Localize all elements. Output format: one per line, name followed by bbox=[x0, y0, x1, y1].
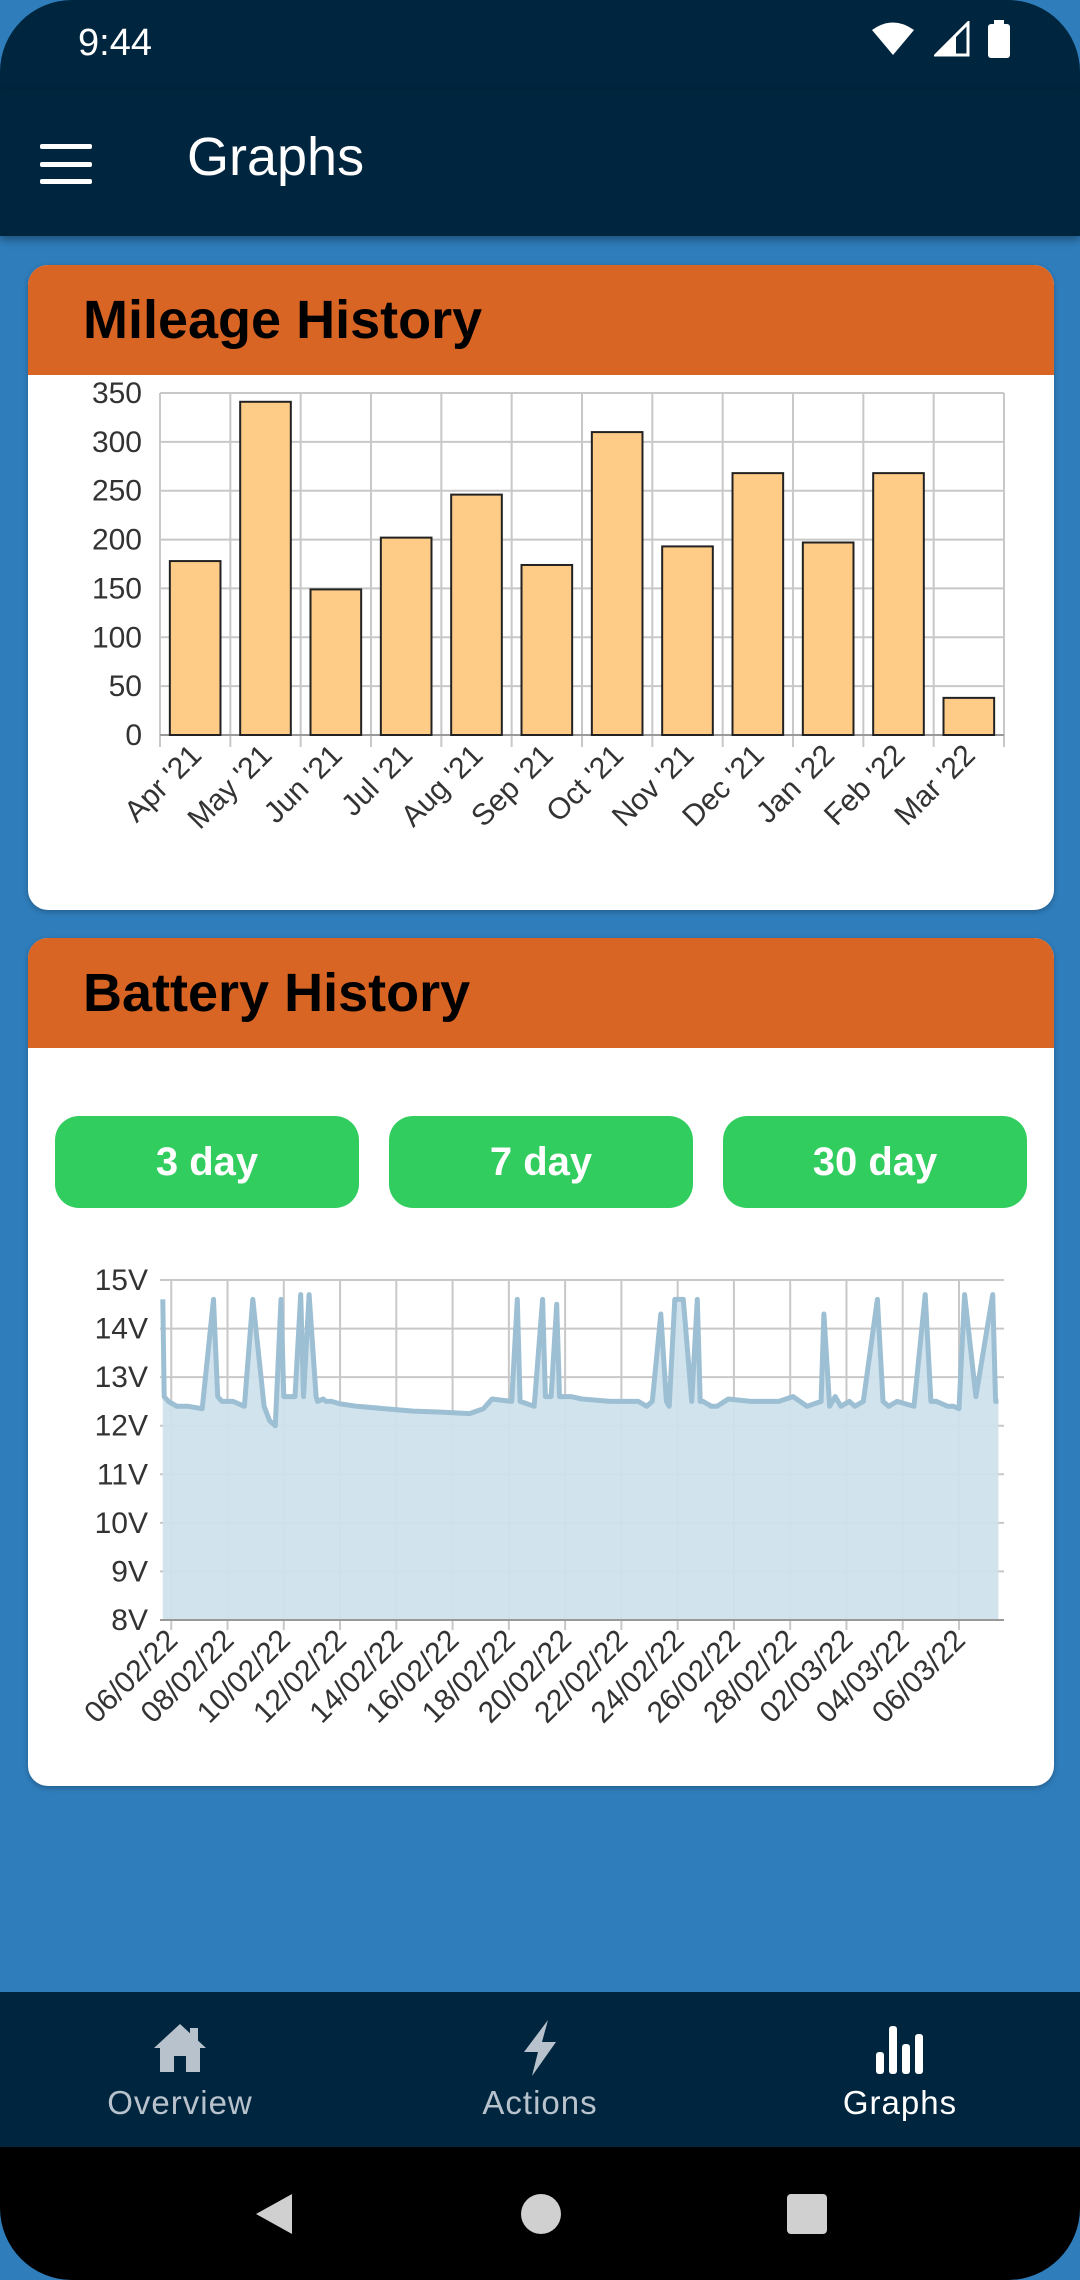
home-icon bbox=[154, 2023, 206, 2072]
y-tick-label: 8V bbox=[111, 1604, 148, 1637]
y-tick-label: 200 bbox=[92, 524, 142, 557]
y-tick-label: 300 bbox=[92, 426, 142, 459]
mileage-bar bbox=[661, 545, 714, 736]
home-circle-icon[interactable] bbox=[519, 2192, 563, 2236]
mileage-bar bbox=[942, 696, 996, 736]
recents-icon[interactable] bbox=[786, 2193, 828, 2235]
y-tick-label: 100 bbox=[92, 621, 142, 654]
y-tick-label: 250 bbox=[92, 475, 142, 508]
mileage-bar bbox=[801, 541, 855, 736]
y-tick-label: 0 bbox=[125, 719, 142, 752]
battery-line bbox=[160, 1292, 999, 1429]
battery-icon bbox=[988, 20, 1010, 58]
y-tick-label: 12V bbox=[95, 1410, 148, 1443]
battery-card-title: Battery History bbox=[83, 963, 471, 1023]
y-tick-label: 350 bbox=[92, 377, 142, 410]
y-tick-label: 15V bbox=[95, 1264, 148, 1297]
y-tick-label: 10V bbox=[95, 1507, 148, 1540]
y-tick-label: 11V bbox=[97, 1458, 148, 1491]
nav-label-overview: Overview bbox=[107, 2083, 253, 2121]
mileage-bar bbox=[239, 400, 292, 737]
status-bar: 9:44 bbox=[0, 0, 1080, 90]
x-tick-label: Jun '21 bbox=[258, 739, 349, 830]
nav-item-graphs[interactable]: Graphs bbox=[720, 1992, 1080, 2147]
bar-chart-icon bbox=[876, 2025, 923, 2074]
signal-icon bbox=[934, 21, 970, 57]
y-tick-label: 13V bbox=[95, 1361, 148, 1394]
y-tick-label: 150 bbox=[92, 572, 142, 605]
nav-label-graphs: Graphs bbox=[842, 2083, 958, 2121]
bottom-nav: Overview Actions Graphs bbox=[0, 1992, 1080, 2147]
mileage-bar bbox=[168, 560, 222, 736]
nav-item-actions[interactable]: Actions bbox=[360, 1992, 720, 2147]
mileage-card-title: Mileage History bbox=[83, 290, 483, 350]
battery-area bbox=[162, 1294, 999, 1620]
range-3-day-button[interactable]: 3 day bbox=[55, 1116, 359, 1208]
y-tick-label: 14V bbox=[95, 1313, 148, 1346]
y-tick-label: 50 bbox=[109, 670, 142, 703]
y-tick-label: 9V bbox=[111, 1555, 148, 1588]
app-bar: Graphs bbox=[0, 90, 1080, 236]
range-button-row: 3 day 7 day 30 day bbox=[55, 1116, 1027, 1208]
mileage-grid bbox=[159, 392, 1005, 747]
mileage-bar bbox=[520, 563, 574, 736]
mileage-bar bbox=[872, 472, 925, 737]
battery-card-header: Battery History bbox=[28, 938, 1054, 1048]
status-icons bbox=[870, 20, 1010, 58]
mileage-bar bbox=[450, 493, 503, 736]
page-title: Graphs bbox=[187, 127, 365, 187]
lightning-icon bbox=[524, 2019, 556, 2076]
mileage-bar bbox=[590, 431, 644, 736]
range-30-day-button[interactable]: 30 day bbox=[723, 1116, 1027, 1208]
back-icon[interactable] bbox=[252, 2190, 296, 2238]
status-time: 9:44 bbox=[78, 22, 152, 64]
x-tick-label: Mar '22 bbox=[888, 739, 981, 832]
mileage-bar bbox=[731, 472, 785, 737]
mileage-card-header: Mileage History bbox=[28, 265, 1054, 375]
nav-item-overview[interactable]: Overview bbox=[0, 1992, 360, 2147]
mileage-bar bbox=[379, 536, 433, 736]
wifi-icon bbox=[872, 22, 914, 55]
battery-card: Battery History 3 day 7 day 30 day 8V 9V 1… bbox=[28, 938, 1054, 1786]
mileage-card: Mileage History 0 50 100 150 200 250 300 350 Apr… bbox=[28, 265, 1054, 910]
nav-label-actions: Actions bbox=[482, 2083, 598, 2121]
mileage-bar bbox=[309, 588, 363, 736]
battery-chart: 8V9V10V11V12V13V14V15V06/02/2208/02/2210… bbox=[78, 1264, 1004, 1730]
system-nav-bar bbox=[0, 2147, 1080, 2280]
range-7-day-button[interactable]: 7 day bbox=[389, 1116, 693, 1208]
menu-icon[interactable] bbox=[36, 136, 96, 192]
